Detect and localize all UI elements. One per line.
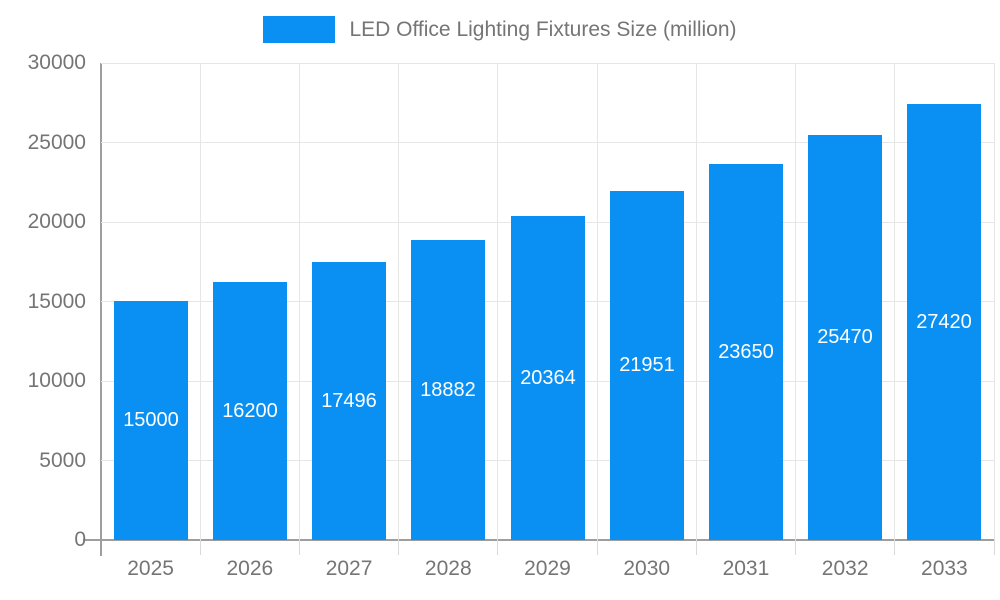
v-gridline — [596, 63, 598, 540]
y-axis-line — [100, 63, 102, 556]
v-gridline — [298, 63, 300, 540]
y-tick-label: 20000 — [27, 210, 86, 233]
bar-2027[interactable]: 17496 — [312, 262, 386, 540]
x-tick-label-2033: 2033 — [921, 557, 968, 580]
bar-2032[interactable]: 25470 — [808, 135, 882, 540]
bar-value-label: 16200 — [222, 399, 278, 422]
x-axis-tick — [993, 540, 995, 555]
bar-2029[interactable]: 20364 — [511, 216, 585, 540]
legend: LED Office Lighting Fixtures Size (milli… — [0, 16, 1000, 43]
bar-value-label: 21951 — [619, 354, 675, 376]
bar-value-label: 23650 — [718, 340, 774, 363]
x-axis-tick — [199, 540, 201, 555]
bar-value-label: 20364 — [520, 366, 576, 389]
x-tick-label-2031: 2031 — [722, 557, 770, 580]
bar-value-label: 27420 — [916, 310, 972, 333]
x-tick-label-2026: 2026 — [226, 557, 274, 580]
x-axis-tick — [795, 540, 797, 555]
bar-value-label: 15000 — [123, 409, 179, 431]
legend-item[interactable]: LED Office Lighting Fixtures Size (milli… — [263, 16, 737, 43]
v-gridline — [993, 63, 995, 540]
bar-2026[interactable]: 16200 — [213, 282, 287, 540]
x-axis-tick — [894, 540, 896, 555]
x-axis-tick — [398, 540, 400, 555]
v-gridline — [497, 63, 499, 540]
v-gridline — [398, 63, 400, 540]
x-axis-line — [83, 539, 994, 541]
y-tick-label: 25000 — [27, 130, 86, 154]
legend-series-label: LED Office Lighting Fixtures Size (milli… — [349, 17, 737, 41]
y-tick-label: 5000 — [39, 448, 86, 472]
x-tick-label-2027: 2027 — [325, 557, 373, 580]
x-tick-label-2030: 2030 — [623, 557, 671, 580]
y-tick-label: 30000 — [27, 51, 86, 74]
plot-area: 15000 16200 17496 18882 20364 21951 23650 25470… — [101, 62, 995, 540]
v-gridline — [894, 63, 896, 540]
bar-value-label: 25470 — [817, 326, 873, 348]
bar-2031[interactable]: 23650 — [709, 164, 783, 540]
x-tick-label-2029: 2029 — [524, 557, 571, 580]
x-tick-label-2032: 2032 — [821, 557, 869, 580]
v-gridline — [795, 63, 797, 540]
x-axis-tick — [298, 540, 300, 555]
bar-2033[interactable]: 27420 — [907, 104, 981, 540]
y-tick-label: 0 — [74, 528, 86, 551]
h-gridline — [101, 142, 994, 143]
x-tick-label-2025: 2025 — [127, 557, 174, 580]
y-tick-label: 15000 — [27, 289, 86, 313]
bar-value-label: 17496 — [321, 389, 377, 412]
x-tick-label-2028: 2028 — [424, 557, 472, 580]
h-gridline — [101, 62, 994, 64]
y-tick-label: 10000 — [27, 369, 86, 392]
x-axis-tick — [695, 540, 697, 555]
v-gridline — [199, 63, 201, 540]
bar-2028[interactable]: 18882 — [411, 240, 485, 540]
x-axis-tick — [497, 540, 499, 555]
x-axis-tick — [596, 540, 598, 555]
bar-2030[interactable]: 21951 — [610, 191, 684, 540]
bar-2025[interactable]: 15000 — [114, 301, 188, 540]
bar-value-label: 18882 — [420, 378, 476, 401]
legend-swatch — [263, 16, 336, 43]
v-gridline — [695, 63, 697, 540]
